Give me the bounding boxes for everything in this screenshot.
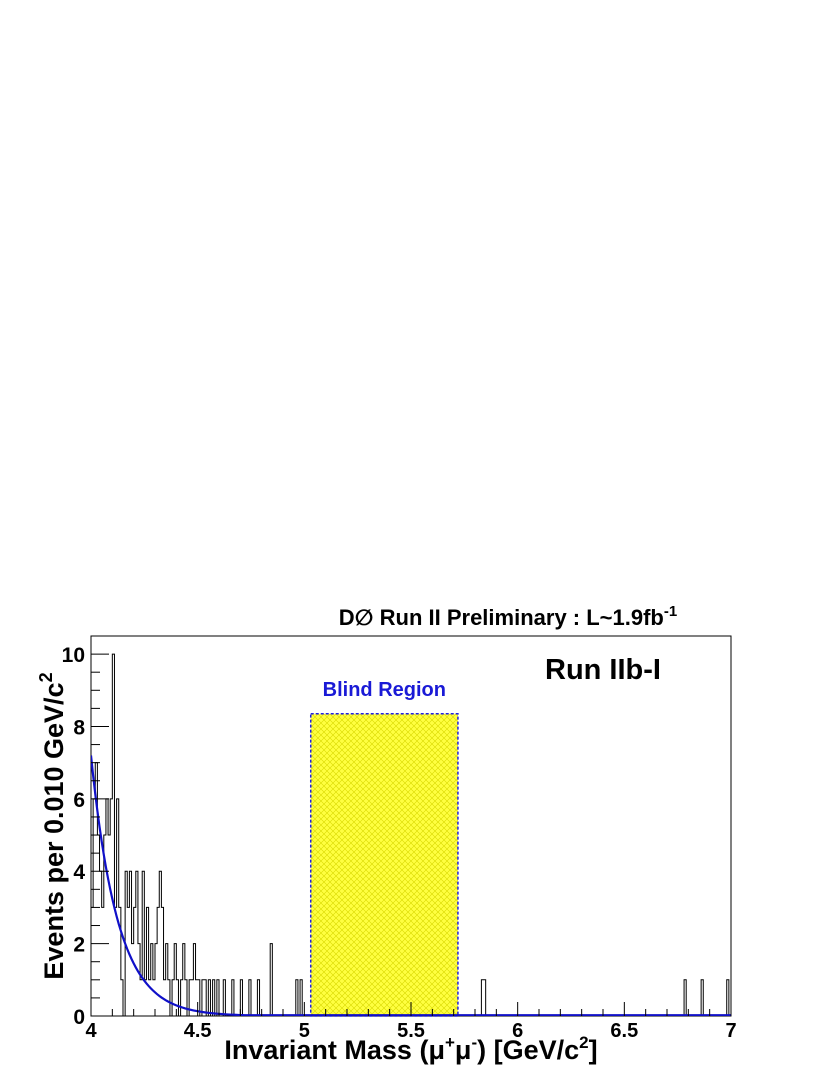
blind-region-label: Blind Region bbox=[323, 679, 446, 701]
y-tick-label: 8 bbox=[73, 716, 85, 739]
x-axis-ticks: 4 4.5 5 5.5 6 6.5 7 bbox=[85, 1002, 737, 1042]
y-tick-label: 4 bbox=[73, 861, 85, 884]
x-axis-label-prefix: Invariant Mass (μ bbox=[224, 1035, 445, 1065]
x-axis-label-mid: μ bbox=[455, 1035, 472, 1065]
x-tick-label: 4.5 bbox=[184, 1020, 212, 1042]
histogram-series bbox=[91, 653, 731, 1016]
x-axis-label-end: ] bbox=[589, 1035, 598, 1065]
y-tick-label: 6 bbox=[73, 789, 85, 812]
chart-title-superscript: -1 bbox=[664, 603, 677, 620]
x-tick-label: 4 bbox=[85, 1020, 97, 1042]
x-axis-label-sup2: - bbox=[471, 1033, 477, 1052]
y-axis-label-superscript: 2 bbox=[36, 672, 56, 682]
y-tick-label: 0 bbox=[73, 1006, 85, 1029]
histogram-outline bbox=[91, 653, 731, 1016]
y-tick-label: 10 bbox=[62, 644, 85, 667]
chart-title: D∅ Run II Preliminary : L~1.9fb-1 bbox=[339, 603, 677, 630]
blind-region-box bbox=[309, 713, 459, 1017]
x-axis-label-suffix: ) [GeV/c bbox=[477, 1035, 579, 1065]
x-tick-label: 7 bbox=[725, 1020, 736, 1042]
run-label: Run IIb-I bbox=[545, 654, 661, 686]
x-tick-label: 5 bbox=[299, 1020, 310, 1042]
y-axis-ticks: 0 2 4 6 8 10 bbox=[62, 635, 109, 1029]
x-tick-label: 5.5 bbox=[397, 1020, 425, 1042]
x-tick-label: 6 bbox=[512, 1020, 523, 1042]
chart-title-text: D∅ Run II Preliminary : L~1.9fb bbox=[339, 605, 664, 630]
y-axis-label-text: Events per 0.010 GeV/c bbox=[39, 682, 69, 979]
x-tick-label: 6.5 bbox=[610, 1020, 638, 1042]
y-tick-label: 2 bbox=[73, 934, 85, 957]
y-axis-label: Events per 0.010 GeV/c2 bbox=[36, 672, 69, 979]
x-axis-label: Invariant Mass (μ+μ-) [GeV/c2] bbox=[224, 1033, 597, 1065]
x-axis-label-sup3: 2 bbox=[579, 1033, 588, 1052]
x-axis-label-sup1: + bbox=[445, 1033, 455, 1052]
